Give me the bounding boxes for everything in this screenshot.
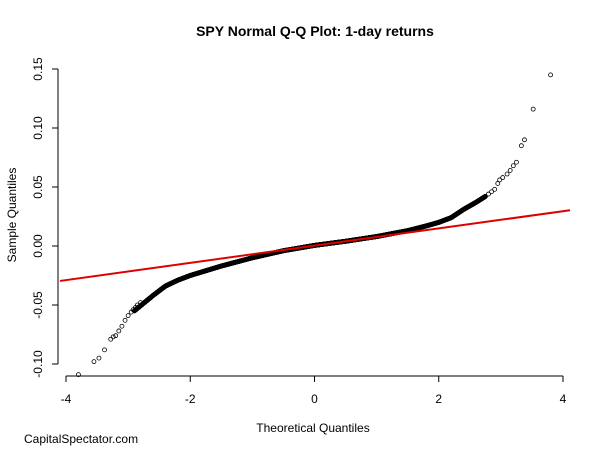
- plot-frame: [60, 56, 570, 374]
- data-point: [482, 194, 488, 199]
- data-point: [530, 106, 536, 112]
- data-point: [507, 168, 513, 173]
- y-tick-label: 0.15: [31, 57, 45, 81]
- data-point: [548, 72, 553, 78]
- data-point: [108, 336, 114, 342]
- data-points: [76, 72, 553, 378]
- reference-line: [59, 209, 571, 282]
- data-point: [518, 143, 524, 149]
- x-tick-label: -2: [185, 392, 196, 406]
- data-point: [135, 302, 140, 308]
- data-point: [119, 323, 125, 329]
- site-credit: CapitalSpectator.com: [24, 432, 139, 446]
- data-point: [504, 171, 510, 177]
- x-tick-label: 4: [560, 392, 567, 406]
- y-tick-label: 0.05: [31, 175, 45, 199]
- data-point: [130, 307, 136, 313]
- data-point: [510, 163, 516, 169]
- data-point: [497, 177, 503, 183]
- data-point: [125, 313, 131, 319]
- y-tick-label: -0.10: [31, 350, 45, 378]
- data-point: [522, 137, 527, 143]
- data-point: [113, 333, 119, 339]
- x-axis: -4 -2 0 2 4: [61, 375, 567, 406]
- data-point: [96, 355, 102, 361]
- data-point: [489, 189, 494, 195]
- x-tick-label: 0: [311, 392, 318, 406]
- data-point: [91, 359, 97, 365]
- data-point: [122, 317, 128, 323]
- x-tick-label: -4: [61, 392, 72, 406]
- y-axis-label: Sample Quantiles: [5, 168, 19, 263]
- x-axis-label: Theoretical Quantiles: [256, 421, 369, 435]
- y-tick-label: 0.00: [31, 234, 45, 258]
- y-tick-label: 0.10: [31, 116, 45, 140]
- y-tick-label: -0.05: [31, 291, 45, 319]
- data-point: [514, 159, 519, 165]
- data-point: [116, 328, 122, 334]
- data-point: [486, 191, 491, 197]
- data-point: [495, 181, 501, 186]
- data-point: [500, 175, 506, 180]
- data-point: [76, 372, 81, 378]
- y-axis: -0.10 -0.05 0.00 0.05 0.10 0.15: [31, 57, 59, 378]
- data-point: [138, 300, 143, 306]
- data-point: [110, 334, 116, 340]
- reference-line-layer: [59, 209, 571, 282]
- data-point: [492, 186, 498, 192]
- data-point: [102, 347, 107, 353]
- chart-title: SPY Normal Q-Q Plot: 1-day returns: [196, 23, 434, 39]
- x-tick-label: 2: [435, 392, 442, 406]
